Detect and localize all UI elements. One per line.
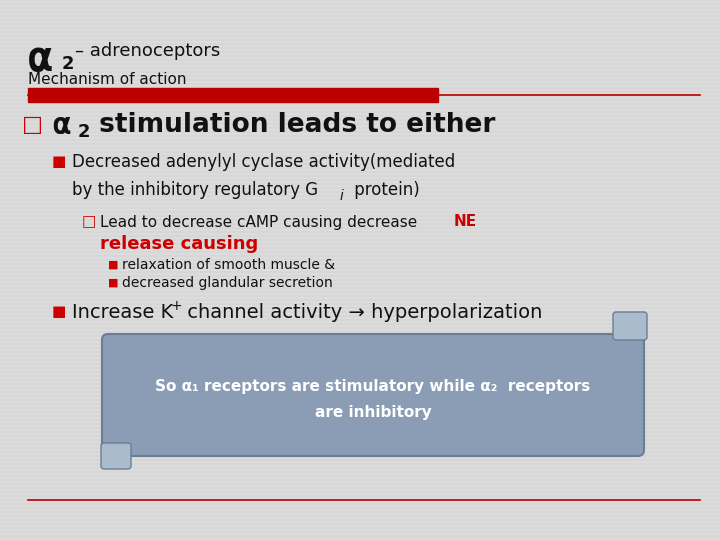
Text: stimulation leads to either: stimulation leads to either <box>90 112 495 138</box>
Text: by the inhibitory regulatory G: by the inhibitory regulatory G <box>72 181 318 199</box>
Text: ■: ■ <box>52 305 66 320</box>
Text: □: □ <box>82 214 96 230</box>
Text: channel activity → hyperpolarization: channel activity → hyperpolarization <box>181 302 542 321</box>
Text: release causing: release causing <box>100 235 258 253</box>
FancyBboxPatch shape <box>102 334 644 456</box>
Text: So α₁ receptors are stimulatory while α₂  receptors: So α₁ receptors are stimulatory while α₂… <box>156 380 590 395</box>
Text: Mechanism of action: Mechanism of action <box>28 72 186 87</box>
Bar <box>28 88 438 102</box>
Text: 2: 2 <box>62 55 74 73</box>
Text: 2: 2 <box>78 123 91 141</box>
Text: ■: ■ <box>108 278 119 288</box>
FancyBboxPatch shape <box>613 312 647 340</box>
FancyBboxPatch shape <box>101 443 131 469</box>
Text: decreased glandular secretion: decreased glandular secretion <box>122 276 333 290</box>
Text: ■: ■ <box>52 154 66 170</box>
Text: Increase K: Increase K <box>72 302 174 321</box>
Text: – adrenoceptors: – adrenoceptors <box>75 42 220 60</box>
Text: ■: ■ <box>108 260 119 270</box>
Text: i: i <box>340 189 344 203</box>
Text: +: + <box>171 299 183 313</box>
Text: are inhibitory: are inhibitory <box>315 406 431 421</box>
Text: Decreased adenylyl cyclase activity(mediated: Decreased adenylyl cyclase activity(medi… <box>72 153 455 171</box>
Text: □: □ <box>22 115 43 135</box>
Text: Lead to decrease cAMP causing decrease: Lead to decrease cAMP causing decrease <box>100 214 422 230</box>
Text: NE: NE <box>454 214 477 230</box>
Text: α: α <box>28 38 53 80</box>
Text: relaxation of smooth muscle &: relaxation of smooth muscle & <box>122 258 335 272</box>
Text: protein): protein) <box>349 181 420 199</box>
Text: α: α <box>52 111 71 139</box>
